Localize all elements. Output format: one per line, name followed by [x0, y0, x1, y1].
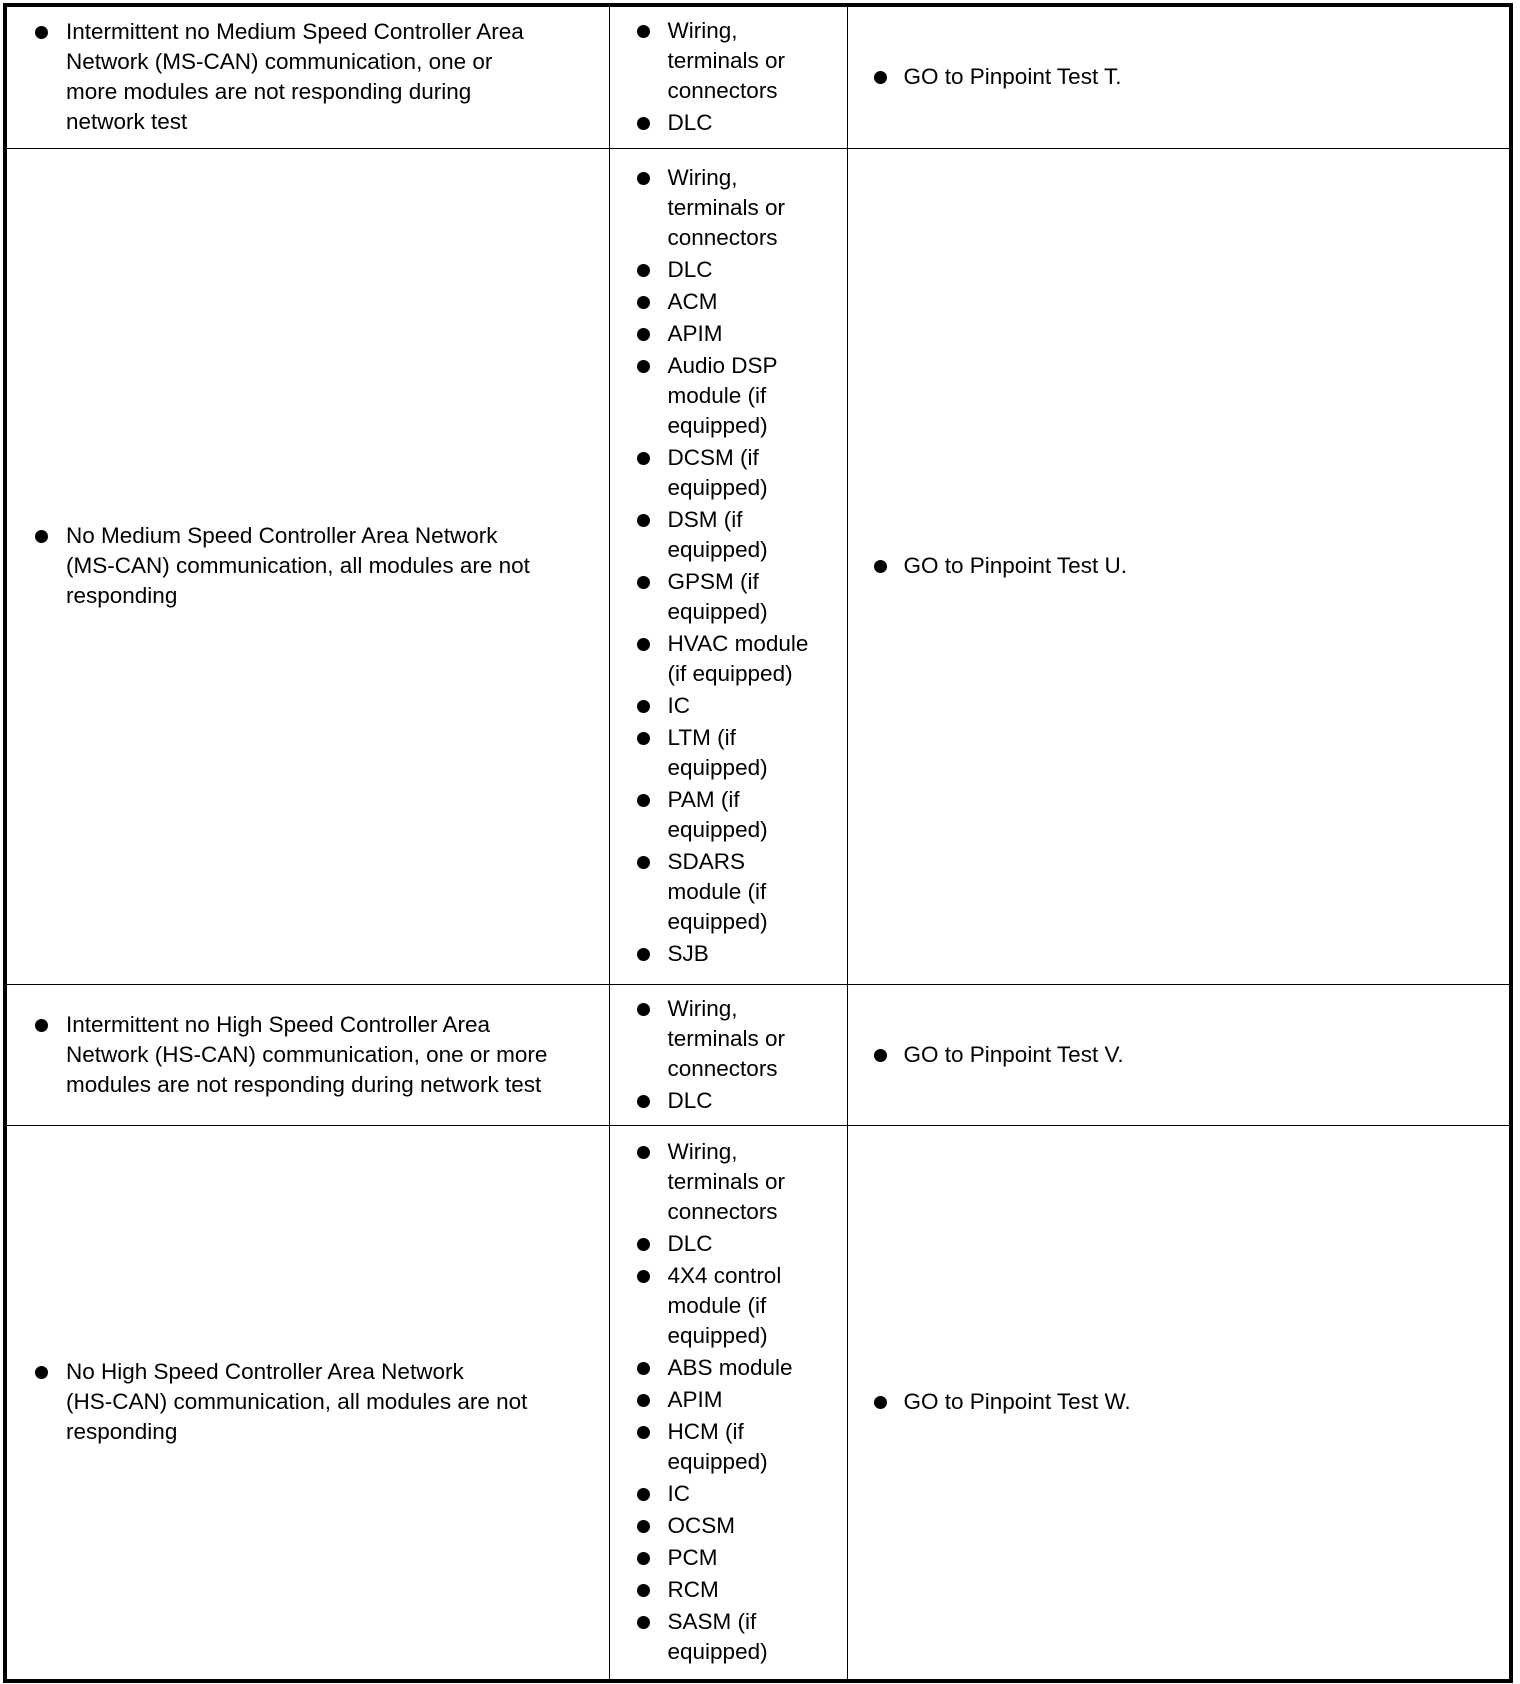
table-row: No High Speed Controller Area Network (H… [5, 1124, 1511, 1681]
bullet-list: Intermittent no Medium Speed Controller … [7, 17, 609, 137]
bullet-list: No Medium Speed Controller Area Network … [7, 521, 609, 611]
list-item: HVAC module (if equipped) [610, 629, 847, 689]
list-item: Wiring, terminals or connectors [610, 994, 847, 1084]
bullet-list: Wiring, terminals or connectors DLC [610, 16, 847, 138]
list-item: RCM [610, 1575, 847, 1605]
possible-sources-cell: Wiring, terminals or connectors DLC ACM API… [608, 147, 848, 985]
possible-sources-cell: Wiring, terminals or connectors DLC 4X4 co… [608, 1124, 848, 1681]
list-item: LTM (if equipped) [610, 723, 847, 783]
list-item: DSM (if equipped) [610, 505, 847, 565]
list-item: SDARS module (if equipped) [610, 847, 847, 937]
table-row: Intermittent no Medium Speed Controller … [5, 5, 1511, 149]
symptom-chart-table: Intermittent no Medium Speed Controller … [3, 3, 1513, 1683]
possible-sources-cell: Wiring, terminals or connectors DLC [608, 983, 848, 1126]
list-item: SASM (if equipped) [610, 1607, 847, 1667]
list-item: Wiring, terminals or connectors [610, 16, 847, 106]
list-item: OCSM [610, 1511, 847, 1541]
list-item: 4X4 control module (if equipped) [610, 1261, 847, 1351]
action-cell: GO to Pinpoint Test U. [846, 147, 1511, 985]
list-item: GO to Pinpoint Test U. [848, 551, 1510, 581]
list-item: DCSM (if equipped) [610, 443, 847, 503]
list-item: No High Speed Controller Area Network (H… [7, 1357, 609, 1447]
list-item: Wiring, terminals or connectors [610, 1137, 847, 1227]
list-item: PCM [610, 1543, 847, 1573]
list-item: Intermittent no High Speed Controller Ar… [7, 1010, 609, 1100]
table-row: Intermittent no High Speed Controller Ar… [5, 983, 1511, 1126]
list-item: Wiring, terminals or connectors [610, 163, 847, 253]
condition-cell: Intermittent no Medium Speed Controller … [5, 5, 610, 149]
bullet-list: Wiring, terminals or connectors DLC 4X4 co… [610, 1137, 847, 1667]
list-item: APIM [610, 1385, 847, 1415]
list-item: DLC [610, 108, 847, 138]
list-item: DLC [610, 1229, 847, 1259]
condition-cell: No High Speed Controller Area Network (H… [5, 1124, 610, 1681]
list-item: Audio DSP module (if equipped) [610, 351, 847, 441]
list-item: GO to Pinpoint Test T. [848, 62, 1510, 92]
action-cell: GO to Pinpoint Test V. [846, 983, 1511, 1126]
list-item: GO to Pinpoint Test V. [848, 1040, 1510, 1070]
list-item: ABS module [610, 1353, 847, 1383]
list-item: GO to Pinpoint Test W. [848, 1387, 1510, 1417]
list-item: HCM (if equipped) [610, 1417, 847, 1477]
bullet-list: Wiring, terminals or connectors DLC [610, 994, 847, 1116]
list-item: IC [610, 1479, 847, 1509]
list-item: DLC [610, 255, 847, 285]
list-item: SJB [610, 939, 847, 969]
bullet-list: Intermittent no High Speed Controller Ar… [7, 1010, 609, 1100]
possible-sources-cell: Wiring, terminals or connectors DLC [608, 5, 848, 149]
condition-cell: No Medium Speed Controller Area Network … [5, 147, 610, 985]
condition-cell: Intermittent no High Speed Controller Ar… [5, 983, 610, 1126]
list-item: APIM [610, 319, 847, 349]
bullet-list: GO to Pinpoint Test W. [848, 1387, 1510, 1417]
list-item: ACM [610, 287, 847, 317]
bullet-list: GO to Pinpoint Test V. [848, 1040, 1510, 1070]
list-item: Intermittent no Medium Speed Controller … [7, 17, 609, 137]
table-row: No Medium Speed Controller Area Network … [5, 147, 1511, 985]
bullet-list: GO to Pinpoint Test T. [848, 62, 1510, 92]
action-cell: GO to Pinpoint Test W. [846, 1124, 1511, 1681]
list-item: No Medium Speed Controller Area Network … [7, 521, 609, 611]
list-item: DLC [610, 1086, 847, 1116]
bullet-list: GO to Pinpoint Test U. [848, 551, 1510, 581]
bullet-list: No High Speed Controller Area Network (H… [7, 1357, 609, 1447]
list-item: PAM (if equipped) [610, 785, 847, 845]
list-item: GPSM (if equipped) [610, 567, 847, 627]
bullet-list: Wiring, terminals or connectors DLC ACM API… [610, 163, 847, 969]
list-item: IC [610, 691, 847, 721]
action-cell: GO to Pinpoint Test T. [846, 5, 1511, 149]
